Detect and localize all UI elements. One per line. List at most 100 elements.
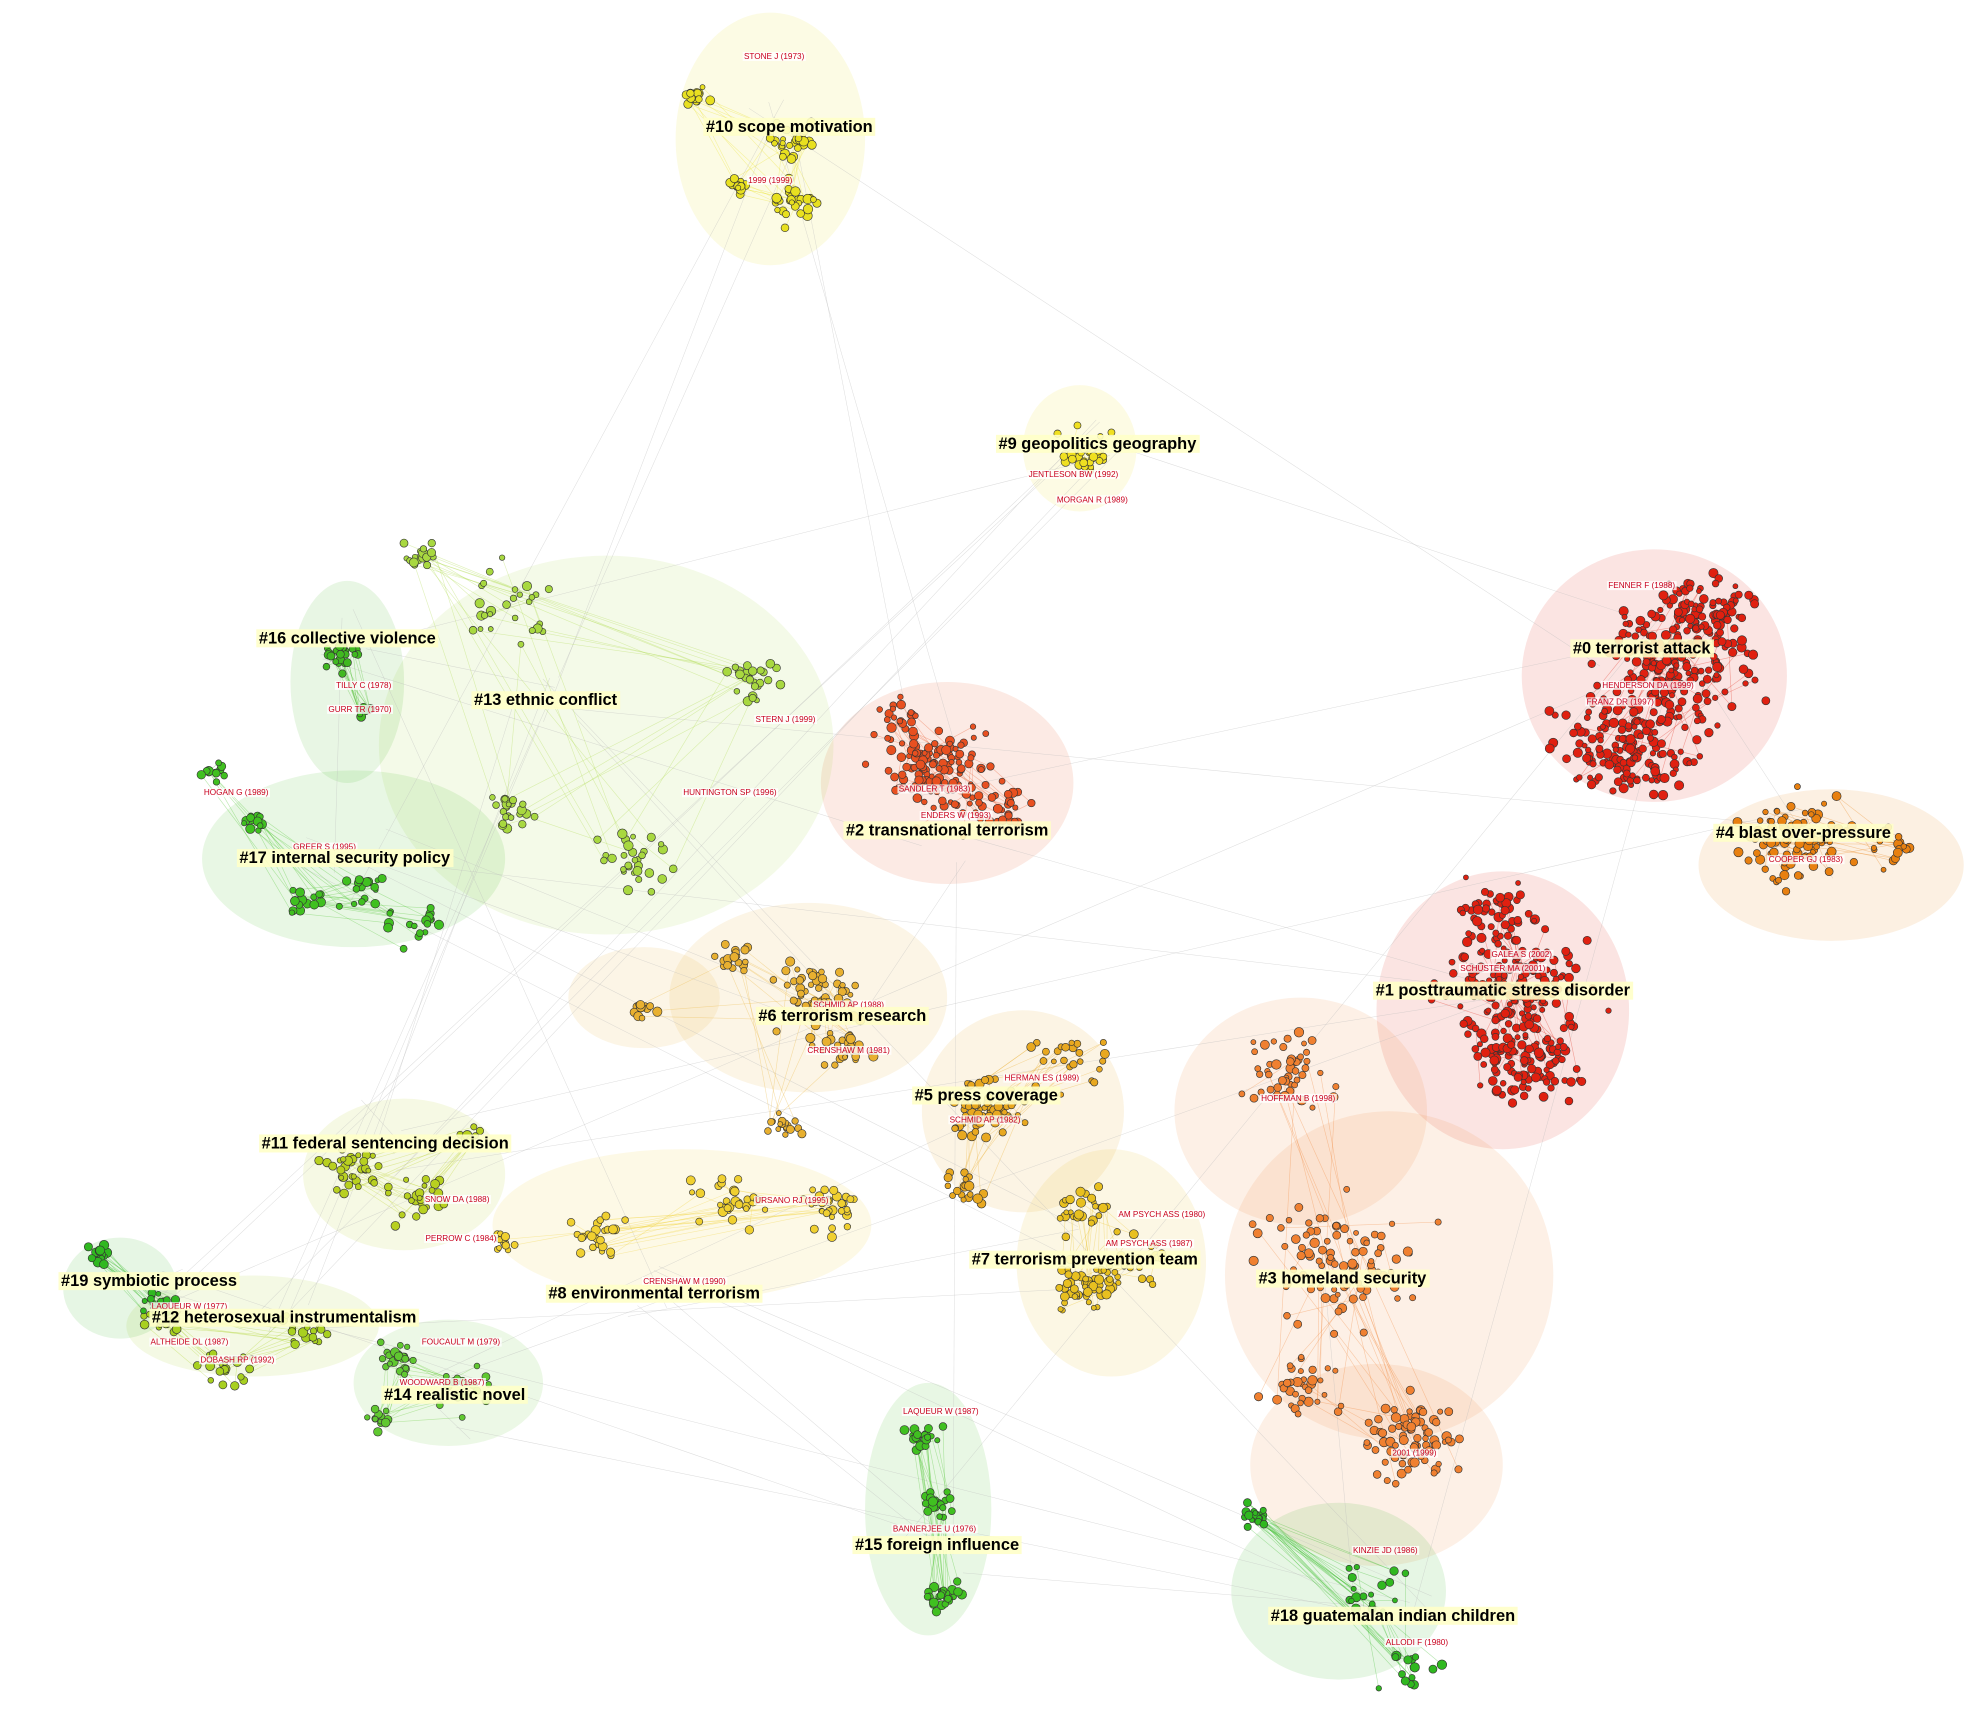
node: [957, 741, 965, 749]
node: [1353, 1563, 1360, 1571]
cluster-link: [1263, 1510, 1413, 1678]
node: [290, 1339, 300, 1349]
node: [1385, 1577, 1395, 1587]
node: [890, 714, 898, 721]
node: [846, 1195, 855, 1204]
node: [1539, 1006, 1546, 1013]
node: [1543, 1066, 1550, 1073]
node: [1075, 1048, 1084, 1057]
node: [139, 1319, 150, 1330]
node: [722, 666, 732, 677]
node: [1617, 725, 1626, 734]
cluster-link: [1258, 1288, 1312, 1397]
node: [1524, 1044, 1534, 1054]
node: [938, 1422, 948, 1431]
reference-label: URSANO RJ (1995): [755, 1196, 829, 1205]
node: [1715, 597, 1722, 605]
node: [1330, 1329, 1339, 1338]
node: [1692, 624, 1700, 632]
cluster-link: [431, 543, 512, 804]
node: [951, 1124, 959, 1133]
node: [955, 749, 965, 759]
node: [516, 591, 523, 598]
reference-label: GURR TR (1970): [328, 705, 391, 714]
node: [975, 799, 983, 807]
node: [1640, 628, 1648, 637]
node: [427, 548, 437, 558]
node: [837, 1199, 846, 1208]
reference-label: KINZIE JD (1986): [1353, 1546, 1418, 1555]
node: [1307, 1375, 1318, 1386]
node: [1406, 1422, 1417, 1432]
node: [897, 693, 904, 700]
node: [1744, 590, 1754, 600]
node: [1380, 1403, 1391, 1414]
node: [1370, 1230, 1379, 1239]
node: [623, 885, 634, 896]
node: [620, 866, 627, 873]
node: [1738, 664, 1749, 674]
node: [1297, 1053, 1304, 1061]
node: [1604, 760, 1615, 770]
node: [1363, 1239, 1370, 1247]
node: [314, 1155, 324, 1166]
inter-link: [1410, 655, 1676, 1623]
node: [140, 1307, 147, 1315]
node: [1751, 676, 1759, 684]
node: [386, 909, 394, 917]
node: [947, 1507, 956, 1515]
node: [530, 812, 539, 821]
node: [786, 154, 797, 164]
node: [1669, 692, 1675, 699]
node: [1698, 623, 1705, 630]
node: [795, 976, 804, 985]
cluster-link: [1247, 1526, 1409, 1661]
node: [1571, 963, 1581, 974]
node: [95, 1245, 106, 1256]
node: [1793, 871, 1803, 880]
cluster-link: [607, 1202, 816, 1230]
cluster-link: [252, 820, 419, 937]
node: [794, 144, 802, 152]
cluster-link: [1247, 1502, 1443, 1665]
node: [1657, 789, 1669, 801]
node: [839, 982, 846, 989]
node: [1392, 1597, 1398, 1604]
node: [952, 745, 959, 752]
node: [358, 898, 366, 906]
inter-link: [962, 1572, 1388, 1609]
node: [775, 1110, 782, 1116]
node: [1651, 728, 1659, 736]
node: [1285, 1216, 1293, 1224]
node: [1459, 909, 1466, 917]
cluster-link: [1084, 1198, 1092, 1287]
node: [1566, 1077, 1576, 1087]
node: [207, 1377, 214, 1384]
cluster-link: [413, 562, 493, 798]
node: [1273, 1083, 1282, 1092]
node: [1004, 811, 1013, 820]
node: [928, 773, 935, 780]
node: [1587, 774, 1594, 781]
node: [399, 944, 408, 953]
node: [1514, 1034, 1521, 1041]
node: [1292, 1390, 1299, 1398]
node: [775, 1126, 782, 1132]
node: [1727, 702, 1737, 712]
node: [336, 1165, 346, 1175]
node: [1437, 1408, 1444, 1415]
node: [740, 945, 750, 955]
node: [1297, 1399, 1304, 1407]
node: [972, 1193, 983, 1204]
node: [370, 898, 380, 909]
cluster-link: [291, 912, 389, 924]
node: [777, 1121, 784, 1127]
node: [1345, 1564, 1353, 1572]
node: [1701, 689, 1711, 698]
node: [1359, 1293, 1367, 1302]
node: [1087, 1219, 1095, 1227]
cluster-label: #11 federal sentencing decision: [262, 1134, 509, 1152]
node: [1692, 735, 1702, 745]
node: [764, 1127, 772, 1135]
